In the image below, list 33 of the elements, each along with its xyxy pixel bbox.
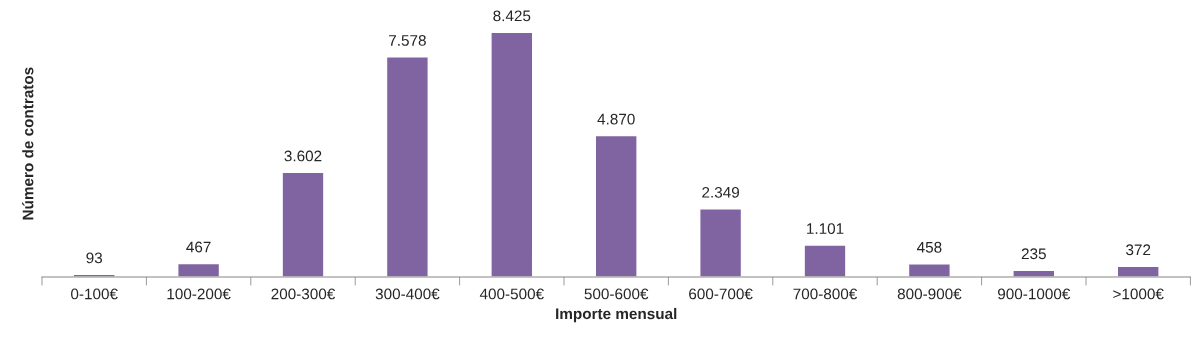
data-label: 235 [1021, 248, 1046, 260]
x-tick-label: 800-900€ [897, 288, 962, 300]
x-tick-label: 100-200€ [167, 288, 231, 300]
bar [385, 56, 429, 278]
data-label: 458 [917, 241, 942, 253]
data-label: 2.349 [702, 186, 739, 198]
bar [281, 171, 325, 278]
bar [907, 263, 951, 278]
bar [803, 244, 847, 278]
x-tick-label: 400-500€ [479, 288, 544, 300]
bar [177, 262, 221, 278]
bar [594, 134, 638, 278]
x-tick-label: 600-700€ [689, 288, 753, 300]
data-label: 1.101 [807, 223, 844, 235]
data-label: 93 [86, 252, 103, 264]
data-label: 3.602 [284, 150, 322, 162]
data-label: 372 [1126, 244, 1151, 256]
x-tick-label: 300-400€ [375, 288, 440, 300]
bar [490, 31, 534, 278]
data-label: 467 [186, 241, 211, 253]
x-axis-title: Importe mensual [556, 307, 677, 323]
data-label: 4.870 [597, 113, 635, 125]
bar [1012, 269, 1056, 278]
x-tick-label: 0-100€ [71, 288, 118, 300]
x-tick-label: 900-1000€ [997, 288, 1071, 300]
data-label: 8.425 [493, 10, 531, 22]
data-label: 7.578 [389, 35, 426, 46]
y-axis-title: Número de contratos [22, 67, 34, 220]
bar [699, 208, 743, 278]
x-tick-label: >1000€ [1113, 288, 1164, 300]
x-tick-label: 200-300€ [271, 288, 336, 300]
x-tick-label: 500-600€ [584, 288, 649, 300]
x-tick-label: 700-800€ [793, 288, 858, 300]
